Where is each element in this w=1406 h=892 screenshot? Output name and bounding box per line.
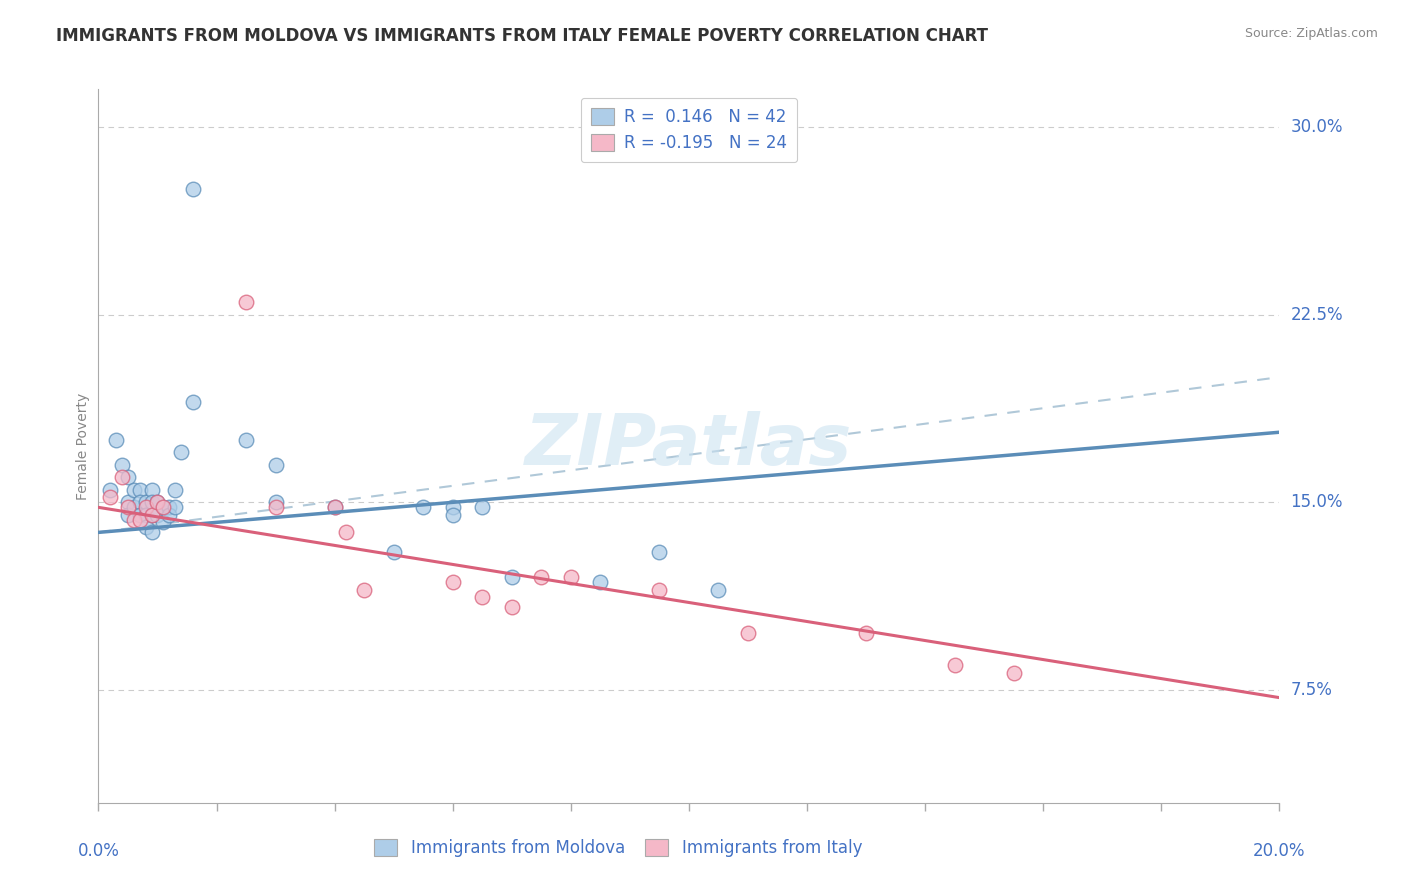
Point xyxy=(323,500,346,515)
Point xyxy=(589,575,612,590)
Point xyxy=(264,500,287,515)
Text: ZIPatlas: ZIPatlas xyxy=(526,411,852,481)
Point xyxy=(441,575,464,590)
Point xyxy=(157,500,180,515)
Point xyxy=(181,182,204,196)
Point xyxy=(530,570,553,584)
Text: 0.0%: 0.0% xyxy=(77,842,120,860)
Point xyxy=(146,495,169,509)
Point xyxy=(855,625,877,640)
Point xyxy=(501,600,523,615)
Point xyxy=(117,470,139,484)
Point xyxy=(648,582,671,597)
Y-axis label: Female Poverty: Female Poverty xyxy=(76,392,90,500)
Point xyxy=(98,483,121,497)
Point xyxy=(111,470,134,484)
Point xyxy=(441,508,464,522)
Point xyxy=(264,458,287,472)
Point xyxy=(501,570,523,584)
Point xyxy=(471,591,494,605)
Legend: Immigrants from Moldova, Immigrants from Italy: Immigrants from Moldova, Immigrants from… xyxy=(366,831,870,866)
Point xyxy=(152,516,174,530)
Point xyxy=(98,491,121,505)
Point xyxy=(181,395,204,409)
Point xyxy=(117,508,139,522)
Point xyxy=(264,495,287,509)
Point xyxy=(235,433,257,447)
Point xyxy=(165,500,187,515)
Point xyxy=(135,508,157,522)
Point xyxy=(335,525,357,540)
Point xyxy=(146,508,169,522)
Point xyxy=(128,483,150,497)
Point xyxy=(146,495,169,509)
Point xyxy=(105,433,128,447)
Point xyxy=(707,582,730,597)
Point xyxy=(135,495,157,509)
Point xyxy=(382,545,405,559)
Point xyxy=(648,545,671,559)
Point xyxy=(323,500,346,515)
Text: 30.0%: 30.0% xyxy=(1291,118,1343,136)
Point xyxy=(117,500,139,515)
Point xyxy=(141,508,163,522)
Point xyxy=(122,500,145,515)
Point xyxy=(412,500,434,515)
Point xyxy=(560,570,582,584)
Point xyxy=(1002,665,1025,680)
Point xyxy=(111,458,134,472)
Point xyxy=(135,520,157,534)
Point xyxy=(141,495,163,509)
Point xyxy=(157,508,180,522)
Point xyxy=(235,295,257,310)
Point xyxy=(943,658,966,673)
Point xyxy=(135,500,157,515)
Point xyxy=(141,483,163,497)
Point xyxy=(441,500,464,515)
Point xyxy=(141,525,163,540)
Text: 22.5%: 22.5% xyxy=(1291,306,1343,324)
Point xyxy=(152,500,174,515)
Point xyxy=(353,582,375,597)
Point xyxy=(737,625,759,640)
Point xyxy=(165,483,187,497)
Text: IMMIGRANTS FROM MOLDOVA VS IMMIGRANTS FROM ITALY FEMALE POVERTY CORRELATION CHAR: IMMIGRANTS FROM MOLDOVA VS IMMIGRANTS FR… xyxy=(56,27,988,45)
Text: 15.0%: 15.0% xyxy=(1291,493,1343,511)
Point xyxy=(170,445,193,459)
Point xyxy=(117,495,139,509)
Text: 20.0%: 20.0% xyxy=(1253,842,1306,860)
Point xyxy=(128,508,150,522)
Text: 7.5%: 7.5% xyxy=(1291,681,1333,699)
Point xyxy=(122,513,145,527)
Point xyxy=(471,500,494,515)
Text: Source: ZipAtlas.com: Source: ZipAtlas.com xyxy=(1244,27,1378,40)
Point xyxy=(122,483,145,497)
Point xyxy=(128,495,150,509)
Point xyxy=(152,500,174,515)
Point xyxy=(141,508,163,522)
Point xyxy=(128,513,150,527)
